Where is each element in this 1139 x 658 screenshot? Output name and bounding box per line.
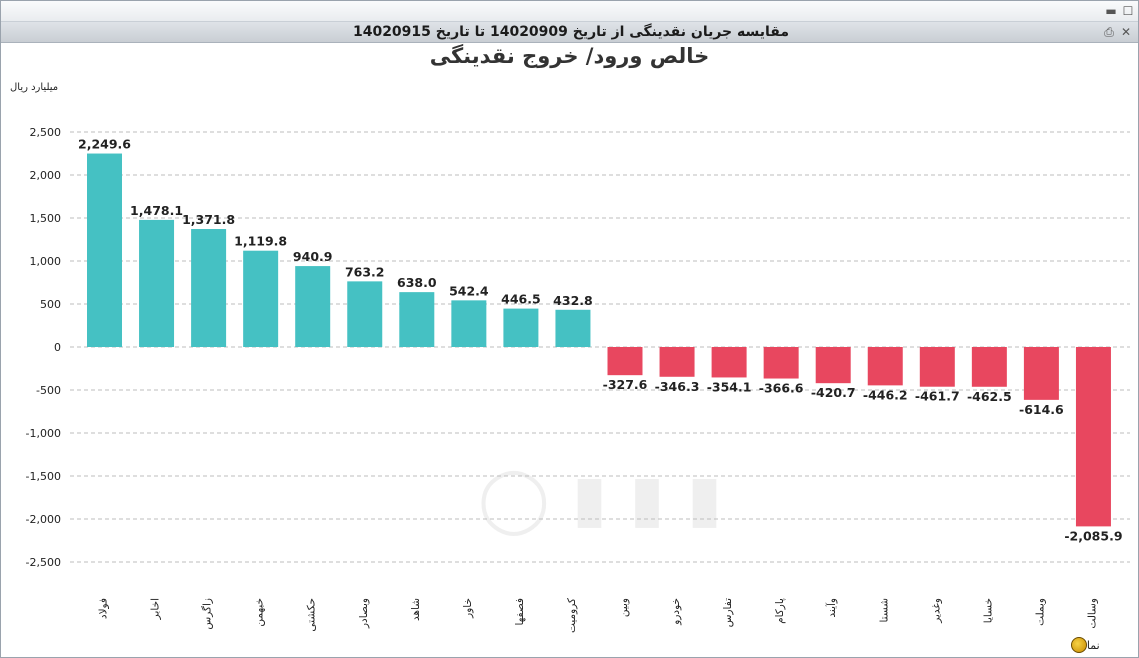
- maximize-icon[interactable]: ☐: [1122, 4, 1134, 18]
- y-axis-unit-label: میلیارد ریال: [10, 82, 59, 93]
- panel-header: ⎙ ✕: [1, 22, 1138, 43]
- print-icon[interactable]: ⎙: [1104, 25, 1114, 39]
- chart-title: خالص ورود/ خروج نقدینگی: [429, 44, 710, 68]
- panel-title: مقایسه جریان نقدینگی از تاریخ 14020909 ت…: [352, 24, 790, 40]
- minimize-icon[interactable]: ▬: [1105, 4, 1117, 18]
- window-titlebar: ▬ ☐: [1, 1, 1138, 22]
- export-excel-icon[interactable]: ✕: [1120, 25, 1132, 39]
- brand-logo-icon: [1071, 637, 1087, 653]
